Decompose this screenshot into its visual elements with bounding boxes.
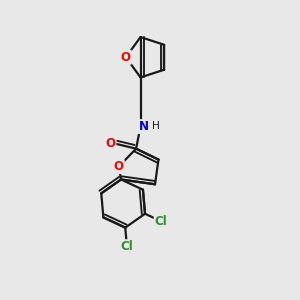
- Text: Cl: Cl: [155, 215, 167, 228]
- Text: Cl: Cl: [120, 240, 133, 253]
- Text: O: O: [121, 51, 131, 64]
- Text: O: O: [106, 137, 116, 150]
- Text: N: N: [138, 120, 148, 133]
- Text: H: H: [152, 121, 160, 131]
- Text: O: O: [114, 160, 124, 173]
